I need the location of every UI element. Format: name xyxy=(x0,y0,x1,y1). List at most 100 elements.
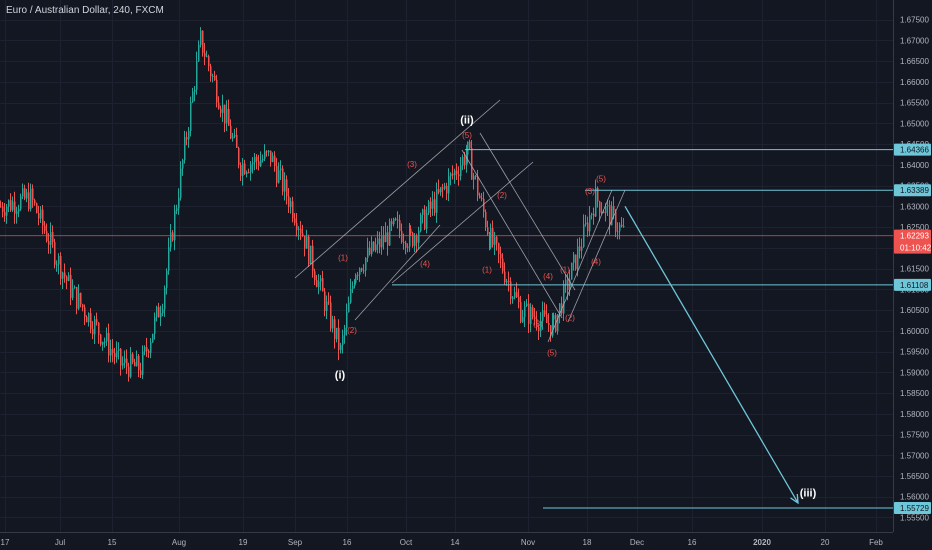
candle-body xyxy=(106,332,108,342)
candle-body xyxy=(254,156,256,163)
candle-body xyxy=(450,173,452,177)
candle-body xyxy=(500,254,502,259)
candle-body xyxy=(218,102,220,109)
candle-body xyxy=(212,76,214,78)
candle-body xyxy=(200,30,202,45)
candle-body xyxy=(38,212,40,219)
candle-body xyxy=(464,157,466,166)
candle-body xyxy=(563,284,565,314)
candle-body xyxy=(36,203,38,213)
candle-body xyxy=(58,256,60,265)
candle-body xyxy=(214,76,216,80)
candle-body xyxy=(520,302,522,322)
candle-body xyxy=(587,222,589,232)
candle-body xyxy=(78,293,80,309)
candle-body xyxy=(262,158,264,161)
time-tick-label: 20 xyxy=(821,538,830,547)
price-tick-label: 1.64000 xyxy=(900,161,929,170)
candle-body xyxy=(550,325,552,336)
candle-body xyxy=(375,244,377,251)
candle-body xyxy=(395,218,397,220)
candle-body xyxy=(128,366,130,377)
candle-body xyxy=(483,198,485,212)
candle-body xyxy=(122,363,124,366)
projection-arrow xyxy=(624,206,799,504)
wave-label-major: (iii) xyxy=(800,488,817,500)
candle-body xyxy=(86,316,88,323)
candle-body xyxy=(300,228,302,234)
candle-body xyxy=(82,304,84,308)
candle-body xyxy=(334,319,336,340)
candle-body xyxy=(234,135,236,137)
candle-body xyxy=(324,291,326,311)
candle-body xyxy=(34,200,36,204)
candle-body xyxy=(136,355,138,367)
time-tick-label: 2020 xyxy=(753,538,771,547)
candle-body xyxy=(489,234,491,248)
candle-body xyxy=(282,168,284,192)
candle-body xyxy=(448,176,450,194)
candle-body xyxy=(190,102,192,131)
candle-body xyxy=(383,235,385,243)
candle-body xyxy=(589,215,591,232)
candle-body xyxy=(440,187,442,193)
candle-body xyxy=(352,285,354,290)
candle-body xyxy=(369,247,371,255)
candle-body xyxy=(355,274,357,283)
candle-body xyxy=(22,188,24,197)
time-tick-label: Aug xyxy=(172,538,186,547)
candle-body xyxy=(184,137,186,161)
candle-body xyxy=(118,348,120,351)
wave-label-minor: (1) xyxy=(482,266,492,275)
candle-body xyxy=(502,258,504,272)
candle-body xyxy=(613,205,615,212)
candle-body xyxy=(456,170,458,175)
candle-body xyxy=(452,173,454,176)
candle-body xyxy=(553,315,555,320)
candle-body xyxy=(14,201,16,214)
time-tick-label: Nov xyxy=(521,538,535,547)
candle-body xyxy=(24,188,26,199)
candle-body xyxy=(252,162,254,165)
candle-body xyxy=(460,165,462,177)
candle-body xyxy=(342,335,344,346)
candle-body xyxy=(492,228,494,245)
price-tick-label: 1.61500 xyxy=(900,265,929,274)
candle-body xyxy=(454,170,456,176)
candle-body xyxy=(428,201,430,214)
wave-label-minor: (1) xyxy=(338,253,348,262)
candle-body xyxy=(148,350,150,353)
candle-body xyxy=(607,205,609,207)
candle-body xyxy=(605,206,607,214)
candle-body xyxy=(132,353,134,363)
time-tick-label: 15 xyxy=(108,538,117,547)
candle-body xyxy=(477,176,479,196)
candle-body xyxy=(0,206,2,208)
candle-body xyxy=(116,350,118,358)
candle-body xyxy=(359,268,361,275)
price-tick-label: 1.55500 xyxy=(900,513,929,522)
candle-body xyxy=(401,231,403,243)
candle-body xyxy=(467,141,469,155)
candle-body xyxy=(8,200,10,207)
price-tick-label: 1.56000 xyxy=(900,493,929,502)
candle-body xyxy=(387,232,389,246)
candle-body xyxy=(548,322,550,326)
channel-line xyxy=(567,189,626,323)
candle-body xyxy=(330,302,332,329)
level-price-label: 1.63389 xyxy=(900,186,929,195)
candle-body xyxy=(208,56,210,67)
candle-body xyxy=(599,201,601,213)
candle-body xyxy=(522,317,524,322)
candle-body xyxy=(40,209,42,219)
candle-body xyxy=(446,185,448,194)
candle-body xyxy=(328,301,330,303)
candle-body xyxy=(424,209,426,229)
candle-body xyxy=(365,257,367,271)
candle-body xyxy=(140,370,142,375)
candle-body xyxy=(377,238,379,245)
candle-body xyxy=(196,61,198,90)
candle-body xyxy=(130,353,132,377)
